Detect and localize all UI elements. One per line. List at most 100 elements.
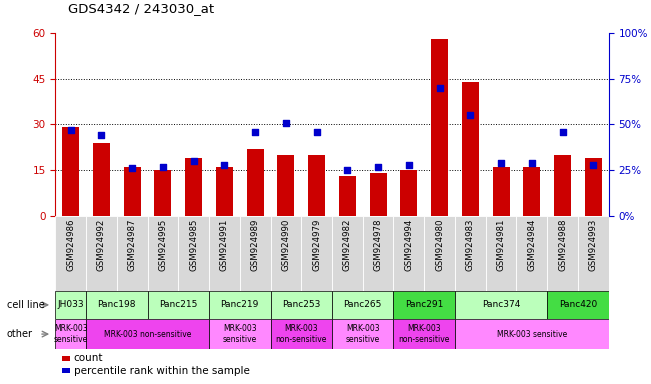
- Point: [311, 129, 322, 135]
- Bar: [308, 155, 325, 216]
- Text: GSM924988: GSM924988: [558, 218, 567, 271]
- Text: Panc291: Panc291: [405, 300, 443, 310]
- Point: [373, 164, 383, 170]
- Bar: [332, 319, 393, 349]
- Bar: [178, 216, 209, 291]
- Bar: [370, 173, 387, 216]
- Text: Panc219: Panc219: [221, 300, 259, 310]
- Bar: [209, 319, 271, 349]
- Point: [588, 162, 598, 168]
- Bar: [186, 158, 202, 216]
- Point: [250, 129, 260, 135]
- Bar: [86, 291, 148, 319]
- Text: percentile rank within the sample: percentile rank within the sample: [74, 366, 249, 376]
- Bar: [400, 170, 417, 216]
- Bar: [93, 143, 110, 216]
- Bar: [55, 319, 86, 349]
- Bar: [455, 291, 547, 319]
- Bar: [271, 319, 332, 349]
- Bar: [332, 216, 363, 291]
- Text: JH033: JH033: [57, 300, 84, 310]
- Text: GSM924980: GSM924980: [435, 218, 444, 271]
- Point: [404, 162, 414, 168]
- Text: MRK-003
sensitive: MRK-003 sensitive: [53, 324, 88, 344]
- Text: MRK-003 non-sensitive: MRK-003 non-sensitive: [104, 329, 191, 339]
- Bar: [117, 216, 148, 291]
- Text: GSM924994: GSM924994: [404, 218, 413, 271]
- Text: GSM924986: GSM924986: [66, 218, 76, 271]
- Bar: [554, 155, 571, 216]
- Bar: [424, 216, 455, 291]
- Point: [465, 112, 475, 118]
- Bar: [271, 291, 332, 319]
- Text: count: count: [74, 353, 103, 363]
- Text: GDS4342 / 243030_at: GDS4342 / 243030_at: [68, 2, 214, 15]
- Text: cell line: cell line: [7, 300, 44, 310]
- Point: [189, 158, 199, 164]
- Point: [281, 119, 291, 126]
- Text: Panc253: Panc253: [282, 300, 320, 310]
- Point: [557, 129, 568, 135]
- Bar: [393, 216, 424, 291]
- Bar: [455, 216, 486, 291]
- Bar: [339, 176, 356, 216]
- Text: GSM924981: GSM924981: [497, 218, 506, 271]
- Bar: [332, 291, 393, 319]
- Point: [96, 132, 107, 139]
- Text: GSM924992: GSM924992: [97, 218, 106, 271]
- Bar: [148, 216, 178, 291]
- Bar: [462, 81, 478, 216]
- Bar: [301, 216, 332, 291]
- Bar: [240, 216, 271, 291]
- Text: MRK-003
non-sensitive: MRK-003 non-sensitive: [398, 324, 450, 344]
- Text: MRK-003 sensitive: MRK-003 sensitive: [497, 329, 567, 339]
- Point: [127, 166, 137, 172]
- Point: [434, 84, 445, 91]
- Text: GSM924978: GSM924978: [374, 218, 383, 271]
- Text: GSM924991: GSM924991: [220, 218, 229, 271]
- Bar: [62, 368, 70, 373]
- Text: GSM924993: GSM924993: [589, 218, 598, 271]
- Bar: [62, 356, 70, 361]
- Bar: [431, 39, 448, 216]
- Point: [496, 160, 506, 166]
- Text: other: other: [7, 329, 33, 339]
- Text: MRK-003
sensitive: MRK-003 sensitive: [346, 324, 380, 344]
- Bar: [271, 216, 301, 291]
- Bar: [216, 167, 233, 216]
- Point: [342, 167, 353, 174]
- Text: GSM924979: GSM924979: [312, 218, 321, 271]
- Bar: [523, 167, 540, 216]
- Bar: [86, 319, 209, 349]
- Bar: [547, 216, 578, 291]
- Text: Panc198: Panc198: [98, 300, 136, 310]
- Text: Panc374: Panc374: [482, 300, 520, 310]
- Bar: [124, 167, 141, 216]
- Text: Panc265: Panc265: [344, 300, 382, 310]
- Bar: [55, 216, 86, 291]
- Text: GSM924987: GSM924987: [128, 218, 137, 271]
- Bar: [247, 149, 264, 216]
- Bar: [486, 216, 516, 291]
- Bar: [547, 291, 609, 319]
- Bar: [393, 319, 455, 349]
- Text: MRK-003
non-sensitive: MRK-003 non-sensitive: [275, 324, 327, 344]
- Point: [66, 127, 76, 133]
- Bar: [585, 158, 602, 216]
- Bar: [62, 127, 79, 216]
- Bar: [455, 319, 609, 349]
- Text: GSM924982: GSM924982: [343, 218, 352, 271]
- Bar: [578, 216, 609, 291]
- Text: GSM924989: GSM924989: [251, 218, 260, 271]
- Text: GSM924995: GSM924995: [158, 218, 167, 271]
- Bar: [154, 170, 171, 216]
- Point: [527, 160, 537, 166]
- Text: GSM924983: GSM924983: [466, 218, 475, 271]
- Text: MRK-003
sensitive: MRK-003 sensitive: [223, 324, 257, 344]
- Text: Panc215: Panc215: [159, 300, 197, 310]
- Point: [219, 162, 230, 168]
- Text: GSM924990: GSM924990: [281, 218, 290, 271]
- Bar: [493, 167, 510, 216]
- Bar: [209, 216, 240, 291]
- Bar: [277, 155, 294, 216]
